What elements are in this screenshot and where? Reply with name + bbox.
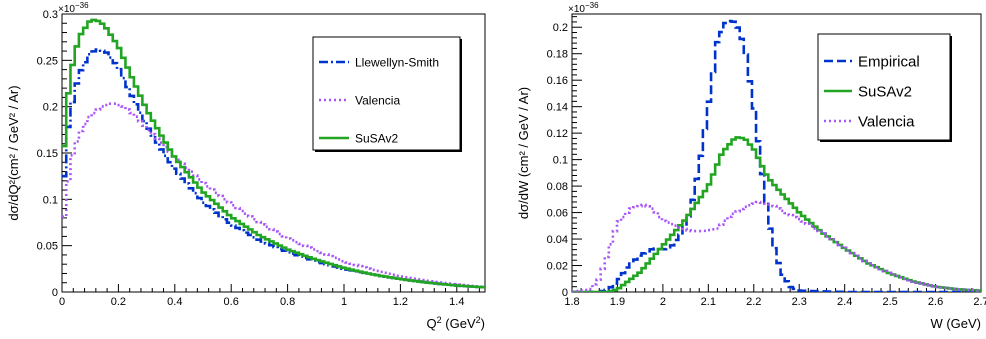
x-tick-label: 1.4 xyxy=(449,296,464,308)
panel-right: 1.8 1.9 2 2.1 2.2 2.3 2.4 2.5 2.6 2.7 0 0.02 0.04 0.0… xyxy=(516,1,986,331)
x-title-close: ) xyxy=(481,316,485,331)
x-tick-label: 1.8 xyxy=(564,296,579,308)
legend-label: SuSAv2 xyxy=(355,131,398,145)
legend: Empirical SuSAv2 Valencia xyxy=(817,33,952,142)
legend-box xyxy=(817,33,951,141)
y-exponent-label: ×10−36 xyxy=(58,1,89,15)
x-axis-title: W (GeV) xyxy=(930,316,981,331)
y-tick-label: 0.04 xyxy=(547,234,568,246)
y-axis-title: dσ/dQ²(cm² / GeV² / Ar) xyxy=(6,85,21,220)
x-tick-label: 1 xyxy=(341,296,347,308)
y-exponent-label: ×10−36 xyxy=(568,1,599,15)
legend-label: Llewellyn-Smith xyxy=(355,55,439,69)
y-tick-label: 0.15 xyxy=(37,148,58,160)
legend-label: Valencia xyxy=(355,93,400,107)
x-title-sup: 2 xyxy=(437,315,442,325)
y-exponent-base: ×10 xyxy=(58,4,75,15)
y-tick-label: 0.3 xyxy=(43,9,58,21)
y-tick-label: 0.25 xyxy=(37,55,58,67)
y-exponent-power: −36 xyxy=(585,1,599,10)
series-line-valencia xyxy=(572,200,981,292)
x-tick-label: 1.2 xyxy=(393,296,408,308)
legend: Llewellyn-Smith Valencia SuSAv2 xyxy=(312,36,462,152)
y-exponent-power: −36 xyxy=(75,1,89,10)
y-tick-label: 0.05 xyxy=(37,241,58,253)
x-tick-label: 2.6 xyxy=(928,296,943,308)
series-line-susav2 xyxy=(572,136,981,292)
x-tick-label: 2.3 xyxy=(792,296,807,308)
y-tick-label: 0 xyxy=(52,287,58,299)
x-tick-label: 2.5 xyxy=(882,296,897,308)
x-tick-label: 2.2 xyxy=(746,296,761,308)
y-tick-label: 0.08 xyxy=(547,181,568,193)
x-tick-label: 1.9 xyxy=(610,296,625,308)
series-line-susav2 xyxy=(62,18,485,289)
x-tick-label: 0.6 xyxy=(224,296,239,308)
x-tick-label: 2 xyxy=(660,296,666,308)
x-axis-title: Q2 (GeV2) xyxy=(427,315,485,331)
y-tick-label: 0 xyxy=(562,287,568,299)
x-tick-label: 2.7 xyxy=(973,296,986,308)
y-tick-label: 0.2 xyxy=(553,22,568,34)
x-tick-label: 2.1 xyxy=(701,296,716,308)
y-tick-label: 0.1 xyxy=(553,155,568,167)
legend-label: SuSAv2 xyxy=(858,83,912,100)
y-tick-label: 0.2 xyxy=(43,102,58,114)
x-tick-label: 2.4 xyxy=(837,296,852,308)
legend-box xyxy=(312,36,461,151)
y-tick-label: 0.1 xyxy=(43,194,58,206)
y-tick-label: 0.02 xyxy=(547,261,568,273)
y-axis-title: dσ/dW (cm² / GeV / Ar) xyxy=(516,87,531,219)
x-tick-label: 0 xyxy=(59,296,65,308)
legend-label: Valencia xyxy=(858,113,915,130)
series-line-empirical xyxy=(572,19,981,292)
x-tick-label: 0.8 xyxy=(280,296,295,308)
x-tick-label: 0.4 xyxy=(167,296,182,308)
x-title-unit: (GeV xyxy=(442,316,476,331)
legend-label: Empirical xyxy=(858,53,920,70)
y-tick-label: 0.12 xyxy=(547,128,568,140)
y-tick-label: 0.06 xyxy=(547,208,568,220)
plot-frame xyxy=(571,13,982,293)
y-exponent-base: ×10 xyxy=(568,4,585,15)
x-tick-label: 0.2 xyxy=(111,296,126,308)
panel-left: 0 0.2 0.4 0.6 0.8 1 1.2 1.4 0 0.05 0.1 0.15 0.2 0.25 0… xyxy=(6,1,486,331)
y-tick-label: 0.14 xyxy=(547,102,568,114)
x-title-unit-sup: 2 xyxy=(476,315,481,325)
y-tick-label: 0.18 xyxy=(547,49,568,61)
x-title-symbol: Q xyxy=(427,316,437,331)
y-tick-label: 0.16 xyxy=(547,75,568,87)
